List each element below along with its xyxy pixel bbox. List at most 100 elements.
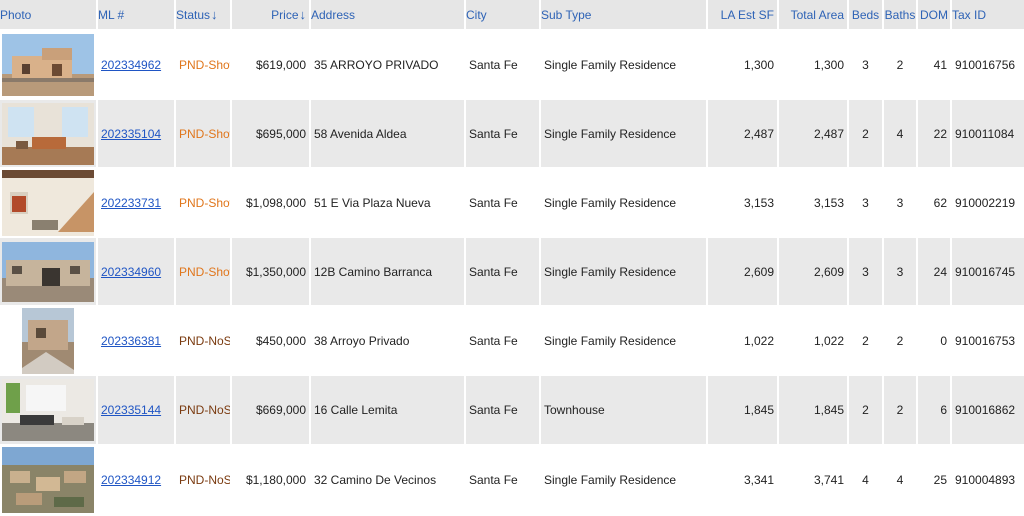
beds-cell: 2: [849, 100, 882, 167]
ml-number-link[interactable]: 202233731: [101, 195, 162, 210]
subtype-cell: Single Family Residence: [541, 238, 706, 305]
photo-cell[interactable]: [0, 169, 96, 236]
ml-number-cell: 202334960: [98, 238, 174, 305]
ml-number-cell: 202335144: [98, 376, 174, 444]
house-photo-aerial-icon[interactable]: [2, 447, 94, 513]
la-est-sf-cell: 1,300: [743, 57, 774, 72]
house-photo-interior-modern-icon[interactable]: [2, 379, 94, 441]
ml-number-link[interactable]: 202334912: [101, 473, 162, 487]
la-est-sf-cell: 3,153: [743, 195, 774, 210]
dom-cell: 24: [918, 238, 950, 305]
city-cell: Santa Fe: [469, 333, 518, 348]
column-header-photo[interactable]: Photo: [0, 0, 96, 29]
column-header-status[interactable]: Status↓: [176, 0, 230, 29]
city-cell: Santa Fe: [466, 100, 539, 167]
column-header-city[interactable]: City: [466, 0, 539, 29]
total-area-cell: 3,153: [813, 195, 844, 210]
status-cell: PND-NoShow: [176, 376, 230, 444]
ml-number-cell: 202334962: [98, 31, 174, 98]
ml-number-link[interactable]: 202334962: [101, 57, 162, 72]
photo-cell[interactable]: [0, 100, 96, 167]
tax-id-cell: 910002219: [955, 195, 1016, 210]
city-cell: Santa Fe: [466, 238, 539, 305]
la-est-sf-cell: 3,341: [743, 473, 774, 487]
status-cell: PND-Show: [179, 195, 230, 210]
photo-cell[interactable]: [0, 307, 96, 374]
subtype-cell: Single Family Residence: [541, 100, 706, 167]
address-cell: 58 Avenida Aldea: [311, 100, 464, 167]
status-cell: PND-Show: [176, 238, 230, 305]
status-cell: PND-NoShow: [179, 333, 230, 348]
baths-cell: 2: [884, 376, 916, 444]
house-photo-interior-living-icon[interactable]: [2, 102, 94, 165]
column-header-status-label: Status: [176, 8, 211, 22]
total-area-cell: 3,741: [813, 473, 844, 487]
baths-cell: 4: [884, 100, 916, 167]
dom-cell: 41: [933, 57, 947, 72]
column-header-dom[interactable]: DOM: [918, 0, 950, 29]
status-cell: PND-NoShow: [179, 473, 230, 487]
subtype-cell: Single Family Residence: [544, 57, 677, 72]
address-cell: 51 E Via Plaza Nueva: [314, 195, 431, 210]
address-cell: 16 Calle Lemita: [311, 376, 464, 444]
column-header-address[interactable]: Address: [311, 0, 464, 29]
beds-cell: 2: [849, 376, 882, 444]
table-row: 202334962 PND-Show $619,000 35 ARROYO PR…: [0, 31, 1024, 98]
price-cell: $669,000: [232, 376, 309, 444]
ml-number-cell: 202334912: [98, 446, 174, 514]
ml-number-link[interactable]: 202334960: [101, 264, 162, 279]
photo-cell[interactable]: [0, 376, 96, 444]
tax-id-cell: 910016745: [952, 238, 1024, 305]
column-header-subtype[interactable]: Sub Type: [541, 0, 706, 29]
status-cell: PND-Show: [176, 100, 230, 167]
ml-number-link[interactable]: 202336381: [101, 333, 162, 348]
house-photo-interior-stairs-icon[interactable]: [2, 169, 94, 236]
tax-id-cell: 910016753: [955, 333, 1016, 348]
beds-cell: 3: [849, 238, 882, 305]
dom-cell: 0: [940, 333, 947, 348]
table-row: 202334960 PND-Show $1,350,000 12B Camino…: [0, 238, 1024, 305]
ml-number-link[interactable]: 202335144: [101, 403, 162, 417]
address-cell: 12B Camino Barranca: [311, 238, 464, 305]
table-row: 202335104 PND-Show $695,000 58 Avenida A…: [0, 100, 1024, 167]
tax-id-cell: 910011084: [952, 100, 1024, 167]
tax-id-cell: 910004893: [955, 473, 1016, 487]
beds-cell: 3: [862, 195, 869, 210]
beds-cell: 2: [862, 333, 869, 348]
photo-cell[interactable]: [0, 31, 96, 98]
la-est-sf-cell: 1,022: [743, 333, 774, 348]
column-header-price[interactable]: Price↓: [232, 0, 309, 29]
photo-cell[interactable]: [0, 238, 96, 305]
total-area-cell: 2,487: [779, 100, 847, 167]
column-header-ml[interactable]: ML #: [98, 0, 174, 29]
beds-cell: 4: [862, 473, 869, 487]
house-photo-exterior-adobe-icon[interactable]: [2, 33, 94, 96]
la-est-sf-cell: 1,845: [708, 376, 777, 444]
price-cell: $619,000: [255, 57, 306, 72]
status-cell: PND-Show: [179, 57, 230, 72]
la-est-sf-cell: 2,609: [708, 238, 777, 305]
baths-cell: 2: [896, 57, 904, 72]
dom-cell: 62: [933, 195, 947, 210]
ml-number-link[interactable]: 202335104: [101, 126, 162, 141]
price-cell: $450,000: [255, 333, 306, 348]
city-cell: Santa Fe: [466, 376, 539, 444]
table-row: 202336381 PND-NoShow $450,000 38 Arroyo …: [0, 307, 1024, 374]
house-photo-construction-icon[interactable]: [22, 307, 74, 374]
column-header-tax-id[interactable]: Tax ID: [952, 0, 1024, 29]
city-cell: Santa Fe: [469, 473, 518, 487]
column-header-total-area[interactable]: Total Area: [779, 0, 847, 29]
table-row: 202233731 PND-Show $1,098,000 51 E Via P…: [0, 169, 1024, 236]
la-est-sf-cell: 2,487: [708, 100, 777, 167]
column-header-baths[interactable]: Baths: [884, 0, 916, 29]
photo-cell[interactable]: [0, 446, 96, 514]
column-header-beds[interactable]: Beds: [849, 0, 882, 29]
baths-cell: 3: [884, 238, 916, 305]
column-header-price-label: Price: [271, 8, 299, 22]
subtype-cell: Single Family Residence: [544, 473, 677, 487]
column-header-la-est-sf[interactable]: LA Est SF: [708, 0, 777, 29]
total-area-cell: 1,022: [813, 333, 844, 348]
price-cell: $1,098,000: [245, 195, 306, 210]
total-area-cell: 1,845: [779, 376, 847, 444]
house-photo-exterior-gate-icon[interactable]: [2, 241, 94, 302]
